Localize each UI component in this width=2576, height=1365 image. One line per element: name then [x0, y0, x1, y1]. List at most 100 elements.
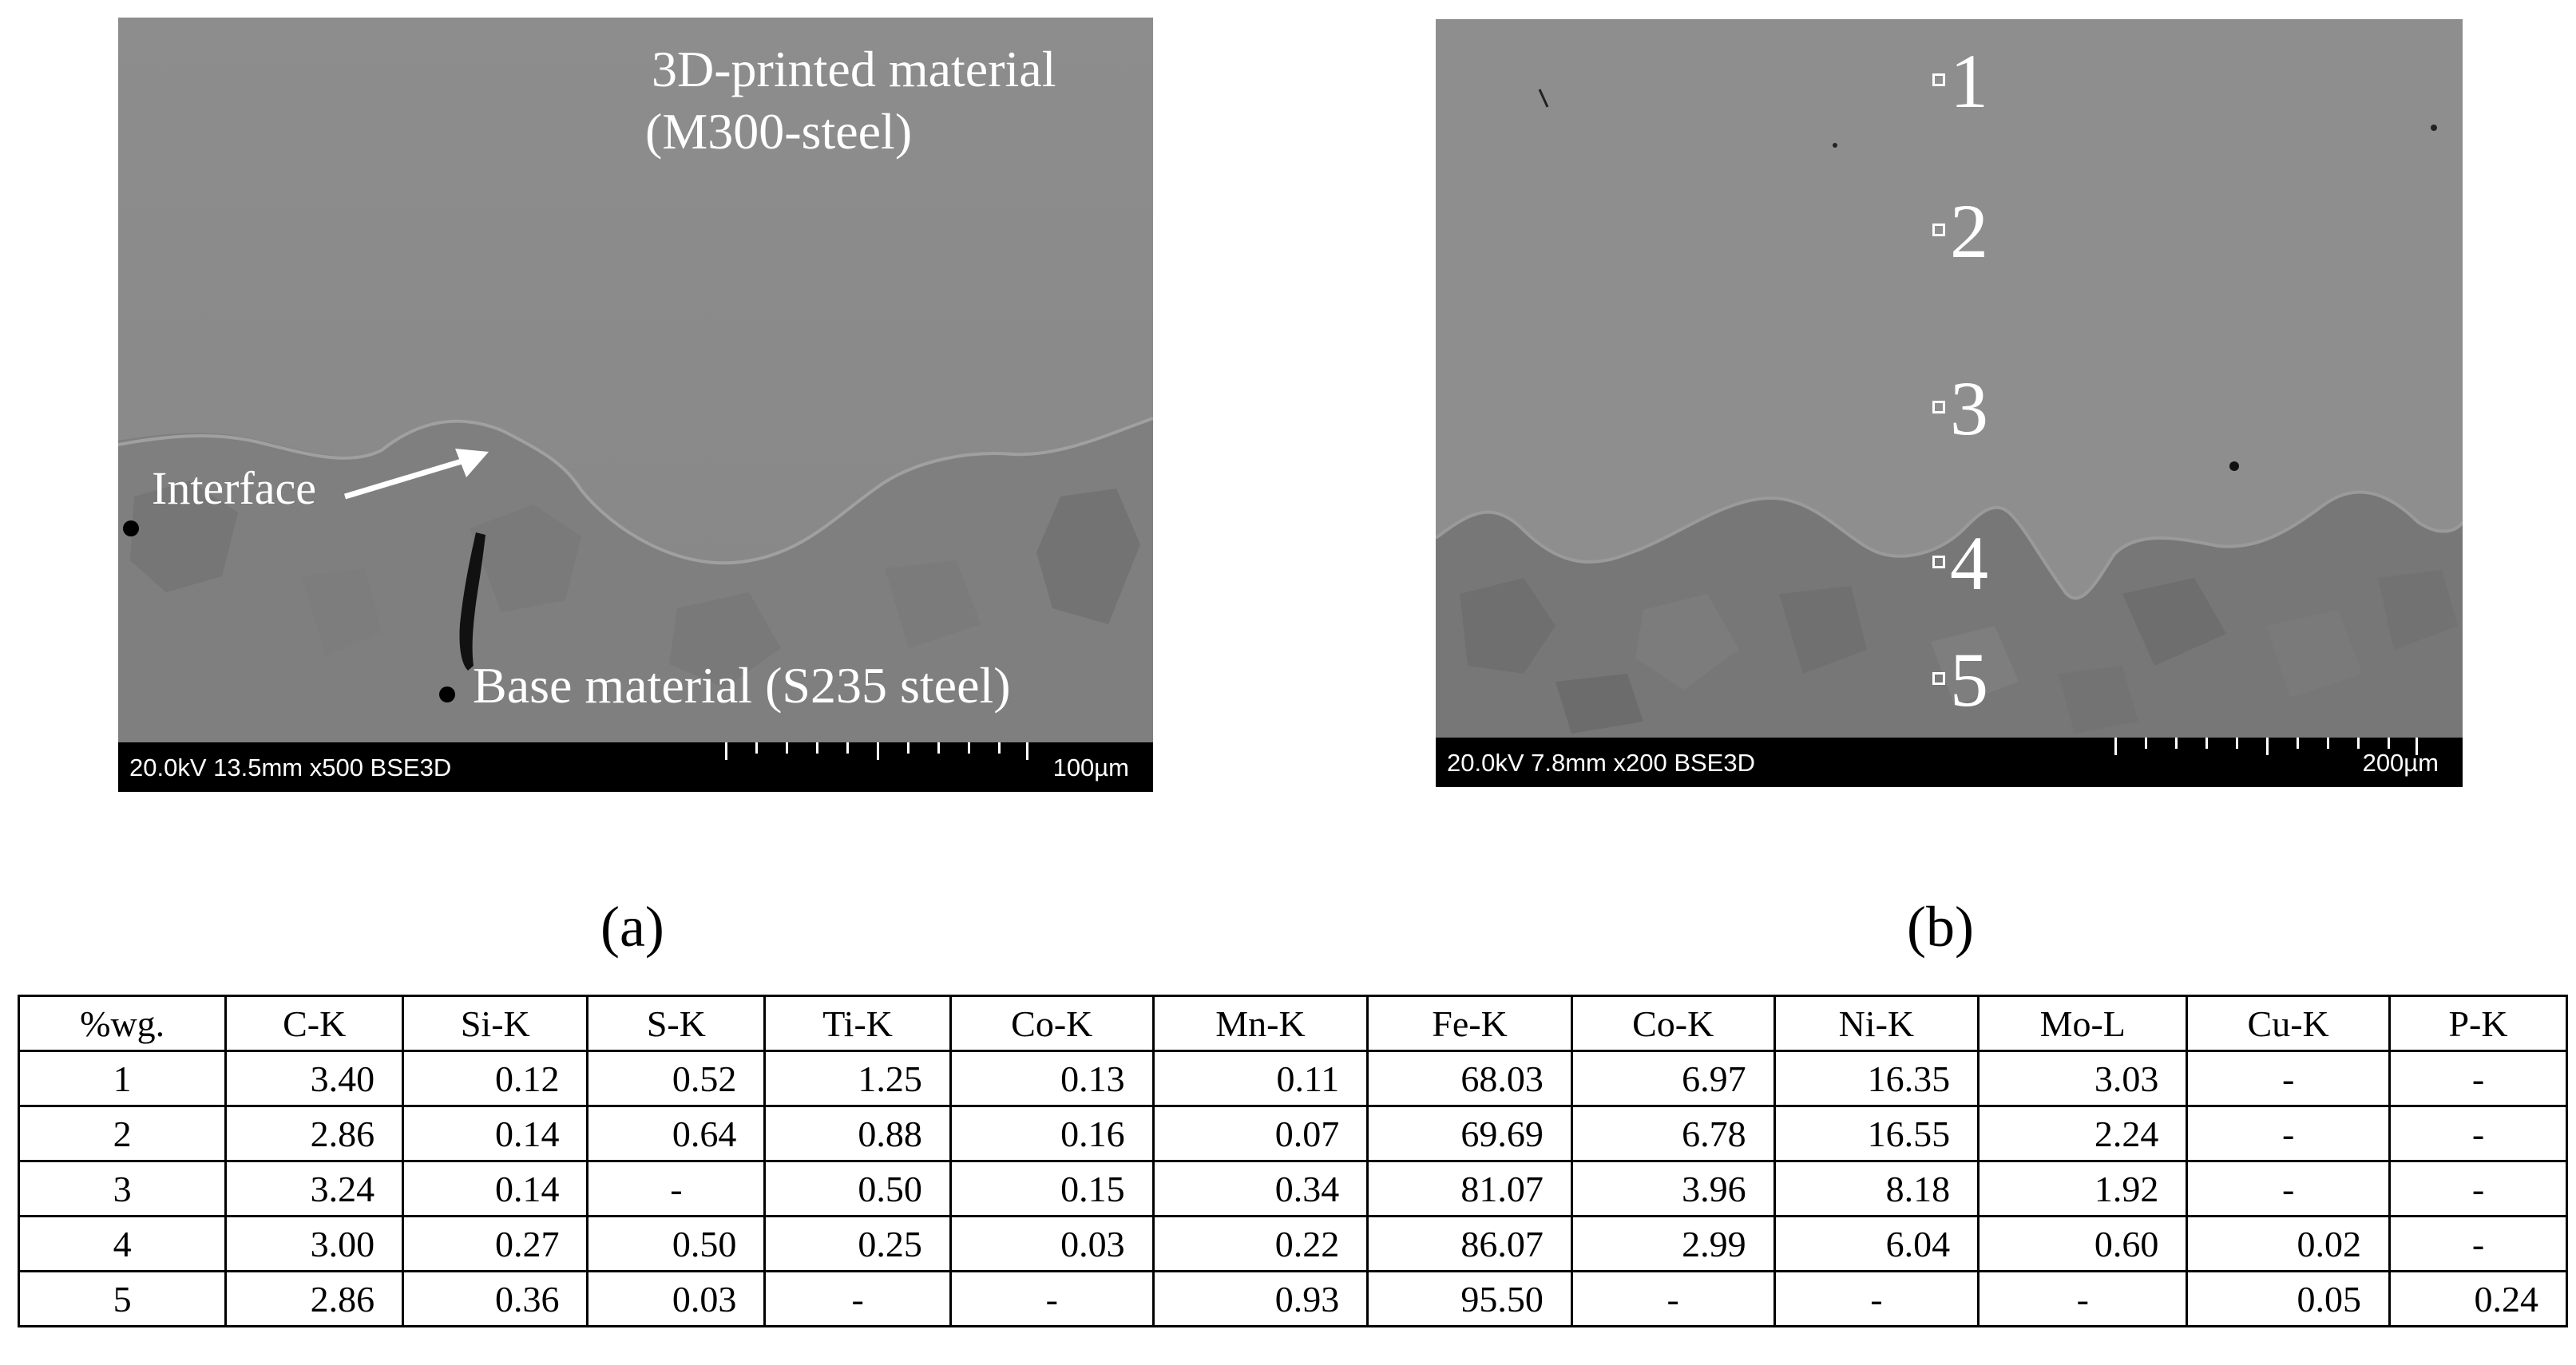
table-cell: 0.34: [1151, 1160, 1369, 1217]
label-interface: Interface: [152, 462, 317, 514]
scale-ticks-a: [725, 742, 1028, 760]
table-cell: 2.86: [224, 1270, 405, 1327]
column-header: Ni-K: [1773, 995, 1980, 1052]
table-cell: 0.50: [763, 1160, 952, 1217]
table-cell: -: [1570, 1270, 1776, 1327]
column-header: Si-K: [402, 995, 589, 1052]
table-cell: 0.50: [586, 1215, 767, 1272]
column-header: Mo-L: [1977, 995, 2189, 1052]
table-cell: 2.24: [1977, 1105, 2189, 1162]
interface-arrow-icon: [343, 449, 489, 500]
column-header: Cu-K: [2186, 995, 2392, 1052]
table-cell: 2: [17, 1105, 228, 1162]
label-base-material: Base material (S235 steel): [473, 657, 1011, 714]
table-cell: 2.99: [1570, 1215, 1776, 1272]
table-cell: 3.24: [224, 1160, 405, 1217]
measurement-point-label: 5: [1950, 637, 1988, 722]
column-header: %wg.: [17, 995, 228, 1052]
table-cell: 0.03: [949, 1215, 1155, 1272]
table-cell: 0.14: [402, 1160, 589, 1217]
table-cell: 6.04: [1773, 1215, 1980, 1272]
micrograph-a-texture: [118, 18, 1153, 742]
table-cell: 2.86: [224, 1105, 405, 1162]
column-header: Ti-K: [763, 995, 952, 1052]
label-printed-material-sub: (M300-steel): [645, 103, 913, 160]
table-cell: 0.64: [586, 1105, 767, 1162]
measurement-point-marker: [1932, 73, 1945, 86]
table-row: 1 3.40 0.12 0.52 1.25 0.13 0.11 68.03 6.…: [17, 1050, 2568, 1107]
table-cell: -: [2186, 1105, 2392, 1162]
caption-a: (a): [600, 895, 664, 959]
table-cell: 0.22: [1151, 1215, 1369, 1272]
table-cell: 6.78: [1570, 1105, 1776, 1162]
label-printed-material: 3D-printed material: [652, 41, 1056, 97]
scale-bar-label-b: 200µm: [2362, 749, 2439, 777]
measurement-point-label: 1: [1950, 38, 1988, 124]
table-cell: -: [2388, 1050, 2568, 1107]
table-cell: 0.15: [949, 1160, 1155, 1217]
table-cell: 0.25: [763, 1215, 952, 1272]
sem-params-a: 20.0kV 13.5mm x500 BSE3D: [129, 754, 452, 781]
table-cell: 1: [17, 1050, 228, 1107]
table-cell: 0.07: [1151, 1105, 1369, 1162]
table-cell: -: [763, 1270, 952, 1327]
column-header: Co-K: [1570, 995, 1776, 1052]
sem-databar-b: 20.0kV 7.8mm x200 BSE3D 200µm: [1436, 738, 2463, 787]
composition-table: %wg. C-K Si-K S-K Ti-K Co-K Mn-K Fe-K Co…: [17, 995, 2568, 1327]
table-row: 3 3.24 0.14 - 0.50 0.15 0.34 81.07 3.96 …: [17, 1160, 2568, 1217]
micrograph-b-texture: [1436, 19, 2463, 738]
column-header: P-K: [2388, 995, 2568, 1052]
table-row: 4 3.00 0.27 0.50 0.25 0.03 0.22 86.07 2.…: [17, 1215, 2568, 1272]
measurement-point-label: 3: [1950, 366, 1988, 451]
column-header: C-K: [224, 995, 405, 1052]
table-cell: 0.16: [949, 1105, 1155, 1162]
table-cell: 3.00: [224, 1215, 405, 1272]
table-cell: 0.12: [402, 1050, 589, 1107]
table-cell: -: [2388, 1215, 2568, 1272]
measurement-point-label: 4: [1950, 520, 1988, 606]
table-cell: 0.52: [586, 1050, 767, 1107]
table-cell: 0.24: [2388, 1270, 2568, 1327]
table-row: 2 2.86 0.14 0.64 0.88 0.16 0.07 69.69 6.…: [17, 1105, 2568, 1162]
table-cell: 0.05: [2186, 1270, 2392, 1327]
table-cell: 0.36: [402, 1270, 589, 1327]
table-cell: -: [586, 1160, 767, 1217]
table-cell: 0.27: [402, 1215, 589, 1272]
table-cell: 0.60: [1977, 1215, 2189, 1272]
table-cell: 3.03: [1977, 1050, 2189, 1107]
table-cell: 0.93: [1151, 1270, 1369, 1327]
measurement-point-marker: [1932, 401, 1945, 413]
scale-bar-label-a: 100µm: [1052, 754, 1129, 781]
table-cell: 68.03: [1366, 1050, 1573, 1107]
table-cell: 5: [17, 1270, 228, 1327]
table-row: 5 2.86 0.36 0.03 - - 0.93 95.50 - - - 0.…: [17, 1270, 2568, 1327]
table-cell: 1.92: [1977, 1160, 2189, 1217]
table-cell: 3.40: [224, 1050, 405, 1107]
measurement-point-marker: [1932, 556, 1945, 568]
table-cell: 3: [17, 1160, 228, 1217]
sem-image-a: 3D-printed material (M300-steel) Interfa…: [118, 18, 1153, 792]
table-cell: -: [1977, 1270, 2189, 1327]
sem-image-b: 1 2 3 4 5 20.0kV 7.8mm x200 BSE3D 200µm: [1436, 19, 2463, 787]
sem-params-b: 20.0kV 7.8mm x200 BSE3D: [1447, 749, 1755, 777]
scale-ticks-b: [2114, 738, 2418, 755]
table-cell: 86.07: [1366, 1215, 1573, 1272]
table-cell: 69.69: [1366, 1105, 1573, 1162]
caption-b: (b): [1907, 895, 1974, 959]
table-cell: 1.25: [763, 1050, 952, 1107]
measurement-point-label: 2: [1950, 188, 1988, 274]
measurement-point-marker: [1932, 224, 1945, 236]
table-cell: -: [2388, 1105, 2568, 1162]
column-header: S-K: [586, 995, 767, 1052]
column-header: Fe-K: [1366, 995, 1573, 1052]
table-cell: 0.02: [2186, 1215, 2392, 1272]
column-header: Mn-K: [1151, 995, 1369, 1052]
table-cell: -: [2186, 1050, 2392, 1107]
table-cell: 95.50: [1366, 1270, 1573, 1327]
sem-databar-a: 20.0kV 13.5mm x500 BSE3D 100µm: [118, 742, 1153, 792]
table-cell: -: [2388, 1160, 2568, 1217]
table-cell: 0.11: [1151, 1050, 1369, 1107]
column-header: Co-K: [949, 995, 1155, 1052]
table-cell: 16.55: [1773, 1105, 1980, 1162]
table-cell: 0.88: [763, 1105, 952, 1162]
